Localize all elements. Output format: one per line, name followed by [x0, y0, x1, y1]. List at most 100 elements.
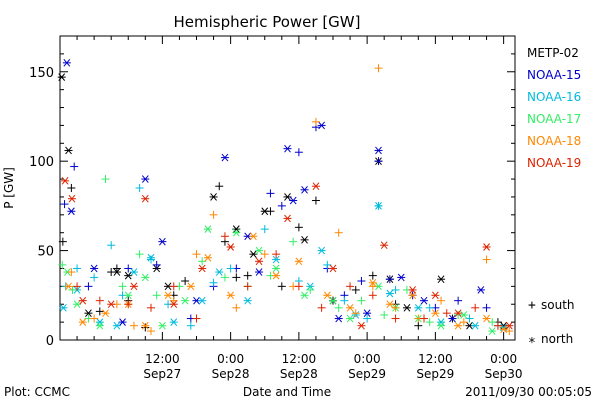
south-point: [493, 321, 502, 330]
north-point: [283, 214, 292, 223]
north-point: [118, 318, 127, 326]
south-point: [147, 255, 155, 264]
north-point: [476, 286, 485, 294]
south-point: [243, 282, 252, 291]
x-tick-time-label: 0:00: [490, 352, 517, 366]
south-point: [90, 314, 99, 323]
north-point: [385, 289, 394, 298]
south-point: [135, 184, 144, 192]
south-point: [192, 250, 201, 259]
south-point: [357, 296, 366, 305]
north-point: [112, 321, 121, 330]
north-point: [323, 291, 332, 300]
south-point: [220, 232, 229, 241]
north-point: [363, 309, 372, 318]
south-point: [465, 314, 474, 323]
north-point: [488, 327, 497, 335]
north-point: [471, 321, 480, 330]
x-tick-date-label: Sep28: [212, 367, 250, 381]
x-tick-time-label: 12:00: [145, 352, 180, 366]
south-point: [471, 303, 480, 312]
north-point: [397, 273, 406, 282]
south-point: [311, 117, 320, 126]
south-point: [277, 282, 286, 291]
north-point: [294, 257, 303, 266]
x-tick-date-label: Sep29: [348, 367, 386, 381]
south-point: [391, 285, 400, 294]
north-point: [64, 146, 73, 155]
south-point: [482, 255, 491, 264]
y-tick-label: 100: [29, 155, 54, 170]
legend-entry: NOAA-18: [527, 134, 581, 148]
north-point: [255, 257, 264, 266]
north-point: [272, 271, 281, 280]
north-point: [260, 207, 269, 216]
south-point: [368, 291, 377, 300]
south-point: [351, 309, 360, 318]
south-point: [454, 296, 463, 305]
south-point: [323, 260, 332, 269]
north-point: [198, 296, 207, 305]
south-point: [95, 296, 104, 305]
south-point: [420, 314, 428, 323]
south-point: [425, 318, 434, 327]
north-point: [505, 321, 514, 330]
north-point: [141, 175, 150, 183]
north-point: [380, 241, 389, 250]
south-point: [70, 162, 79, 171]
south-point: [152, 291, 161, 300]
north-point: [329, 296, 337, 305]
south-point: [391, 303, 400, 312]
north-point: [112, 268, 121, 276]
south-point: [294, 282, 303, 291]
south-point: [152, 260, 161, 269]
south-point: [380, 310, 389, 319]
south-point: [306, 285, 315, 294]
x-tick-time-label: 0:00: [354, 352, 381, 366]
south-point: [385, 275, 394, 284]
north-point: [374, 146, 383, 155]
south-point: [437, 296, 446, 305]
south-point: [192, 314, 201, 323]
north-point: [499, 323, 508, 332]
south-point: [391, 314, 400, 323]
north-point: [67, 194, 76, 203]
north-point: [164, 291, 173, 300]
north-point: [141, 273, 150, 282]
north-point: [414, 303, 423, 312]
south-point: [243, 271, 252, 280]
north-point: [249, 250, 258, 258]
x-axis-label: Date and Time: [243, 385, 331, 399]
north-point: [311, 182, 320, 191]
north-point: [78, 296, 87, 305]
y-tick-label: 150: [29, 66, 54, 81]
south-point: [186, 321, 195, 330]
north-point: [346, 314, 355, 323]
chart-title: Hemispheric Power [GW]: [174, 13, 361, 31]
north-point: [124, 271, 133, 280]
north-point: [482, 314, 491, 323]
south-point: [260, 250, 269, 259]
south-point: [374, 157, 383, 166]
south-point: [90, 273, 99, 282]
south-point: [58, 237, 67, 246]
north-point: [499, 325, 508, 334]
south-point: [181, 276, 190, 285]
south-point: [67, 268, 76, 277]
north-point: [283, 193, 292, 201]
north-point: [84, 309, 93, 318]
y-axis-label: P [GW]: [2, 167, 16, 209]
north-point: [454, 321, 463, 330]
north-point: [90, 264, 99, 273]
south-point: [277, 201, 286, 210]
south-point: [84, 282, 93, 291]
north-point: [334, 314, 343, 323]
south-point: [118, 282, 127, 291]
north-point: [198, 264, 207, 273]
y-tick-label: 0: [46, 334, 54, 349]
south-point: [107, 241, 116, 250]
south-point: [442, 309, 451, 318]
north-point: [64, 282, 73, 291]
north-point: [300, 291, 309, 300]
north-point: [420, 296, 428, 305]
